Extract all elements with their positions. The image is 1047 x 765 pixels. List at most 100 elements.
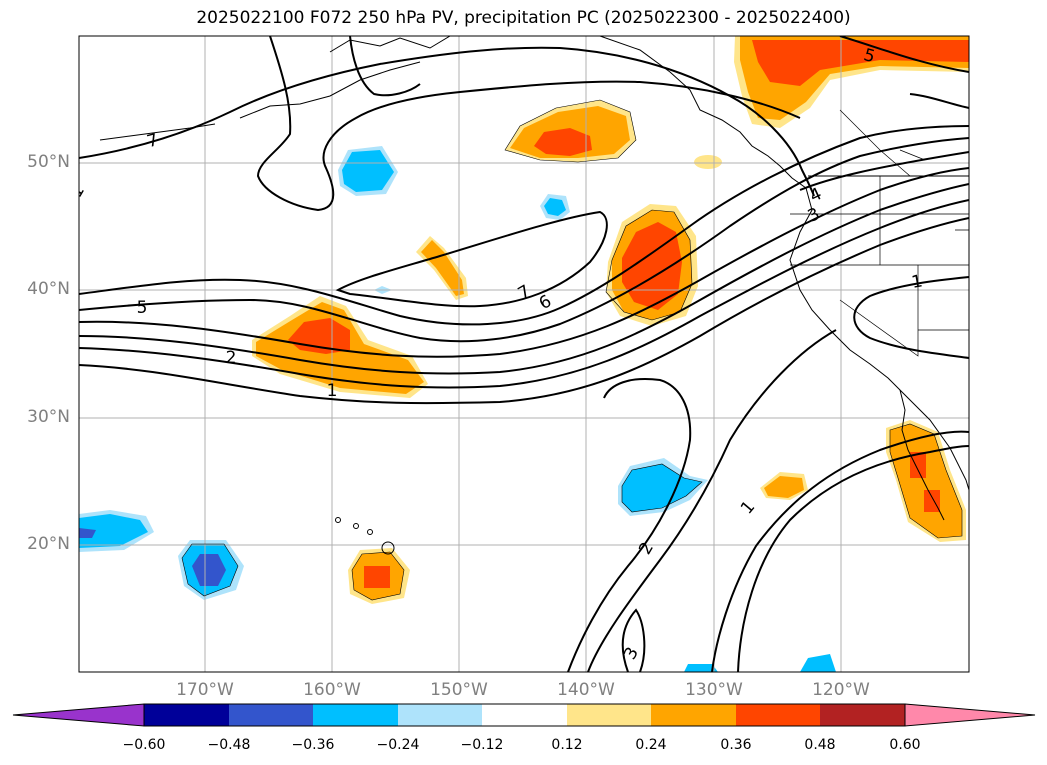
colorbar-extend-low	[12, 703, 145, 727]
colorbar-segment	[567, 704, 651, 726]
colorbar-segment	[482, 704, 567, 726]
pv-contour-1-southeast	[737, 445, 969, 672]
lat-label-40n: 40°N	[27, 279, 70, 299]
precip-positive-region	[421, 240, 464, 296]
colorbar-segment	[313, 704, 398, 726]
colorbar-extend-high	[904, 703, 1036, 727]
map-frame	[78, 35, 970, 673]
precip-positive-region	[534, 128, 592, 156]
pv-contour-3-ne	[799, 151, 969, 191]
precip-negative-region	[684, 664, 718, 672]
precip-positive-region	[752, 40, 969, 86]
precip-positive-region	[622, 222, 682, 310]
precip-negative-region	[544, 198, 566, 216]
precip-positive-region	[924, 490, 940, 512]
hawaii-island	[381, 541, 395, 555]
colorbar-tick-label: 0.24	[635, 737, 667, 753]
pv-contour-1-east	[853, 276, 969, 359]
pv-contour-7-north	[79, 46, 815, 197]
pv-contour-label: 5	[861, 45, 877, 67]
pv-contour-label: 2	[226, 348, 237, 368]
pv-contour-label: 1	[66, 182, 89, 201]
precip-outlines	[181, 99, 963, 601]
pv-contour-label: 1	[327, 381, 338, 401]
pv-contour-alaska-inner	[349, 36, 421, 97]
colorbar-segment	[736, 704, 820, 726]
pv-contour-ne-border	[909, 93, 969, 109]
hawaii-island	[335, 517, 341, 523]
pv-contour-label: 5	[137, 298, 148, 318]
hawaii-island	[367, 529, 373, 535]
colorbar-segment	[144, 704, 229, 726]
pv-contour-3-small	[621, 608, 646, 672]
colorbar-segment	[651, 704, 736, 726]
pv-contour-label: 4	[807, 184, 825, 207]
precip-negative-region	[79, 528, 96, 538]
colorbar	[12, 703, 1036, 727]
precip-outline	[181, 543, 239, 597]
hawaii-island	[353, 523, 359, 529]
colorbar-frame	[143, 703, 906, 727]
map-title: 2025022100 F072 250 hPa PV, precipitatio…	[196, 8, 851, 28]
colorbar-tick-label: −0.12	[460, 737, 504, 753]
lon-label-150w: 150°W	[430, 680, 488, 700]
pv-contour-1-south	[711, 430, 969, 672]
lat-label-30n: 30°N	[27, 407, 70, 427]
colorbar-tick-label: −0.60	[122, 737, 166, 753]
lon-label-130w: 130°W	[685, 680, 743, 700]
lon-label-120w: 120°W	[812, 680, 870, 700]
colorbar-segment	[398, 704, 482, 726]
lat-label-50n: 50°N	[27, 152, 70, 172]
baja-california-coast	[899, 389, 945, 521]
precip-positive-region	[764, 476, 804, 498]
pv-contour-7-closed	[335, 210, 608, 308]
precip-negative-region	[192, 554, 226, 586]
colorbar-tick-label: 0.60	[889, 737, 921, 753]
pv-contour-2-southeast	[587, 329, 837, 672]
pv-contour-6	[79, 125, 969, 326]
precip-outline	[889, 423, 963, 539]
precip-negative-region	[79, 514, 148, 548]
map-plot-area: 7 5 2 1 7 6 3 4 1 2 1 3 5 1	[66, 36, 969, 672]
pv-contour-2-south	[567, 378, 692, 672]
us-state-borders	[790, 176, 969, 357]
precip-outline	[351, 551, 405, 601]
pv-contour-5	[79, 137, 969, 343]
colorbar-tick-label: −0.24	[376, 737, 420, 753]
colorbar-tick-label: 0.48	[804, 737, 836, 753]
colorbar-tick-label: −0.36	[291, 737, 335, 753]
lon-label-140w: 140°W	[557, 680, 615, 700]
precipitation-shading	[79, 36, 969, 672]
pv-contour-label: 7	[145, 130, 161, 152]
pv-contour-3	[79, 183, 969, 375]
gridlines	[79, 36, 969, 672]
precip-positive-region	[890, 424, 962, 538]
pv-contour-7-alaska	[256, 36, 801, 212]
precip-negative-region	[800, 654, 836, 672]
precip-outline	[504, 99, 637, 163]
precip-positive-region	[364, 566, 390, 588]
precip-positive-region	[910, 452, 926, 478]
precip-outline	[621, 463, 703, 513]
pv-contour-5-north	[839, 36, 969, 73]
precip-negative-region	[622, 464, 702, 512]
pv-contour-1	[79, 217, 969, 405]
colorbar-segment	[820, 704, 905, 726]
pv-contour-4	[79, 167, 969, 358]
lon-label-170w: 170°W	[176, 680, 234, 700]
colorbar-tick-label: −0.48	[207, 737, 251, 753]
canada-province-border	[839, 109, 926, 177]
precip-positive-region	[694, 155, 722, 169]
pv-contour-label: 1	[737, 497, 759, 518]
precip-outline	[605, 209, 693, 321]
pv-contour-label: 1	[910, 271, 924, 293]
colorbar-tick-label: 0.12	[551, 737, 583, 753]
colorbar-tick-label: 0.36	[720, 737, 752, 753]
north-america-west-coast	[789, 187, 969, 491]
pv-contour-2	[79, 199, 969, 389]
precip-negative-region	[342, 150, 394, 192]
lat-label-20n: 20°N	[27, 534, 70, 554]
pv-contours	[79, 36, 969, 672]
